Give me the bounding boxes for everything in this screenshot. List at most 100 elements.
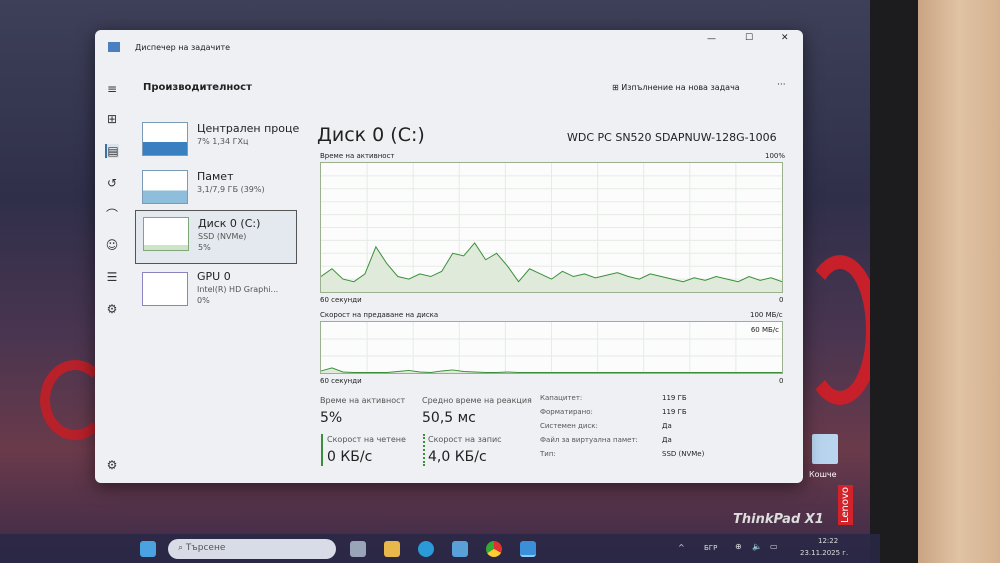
close-button[interactable]: ✕ (781, 33, 789, 43)
active-time-label: Време на активност (320, 396, 406, 405)
task-manager-taskbar-icon[interactable] (520, 541, 536, 557)
battery-icon[interactable]: ▭ (770, 542, 778, 551)
run-task-icon: ⊞ (612, 83, 622, 92)
property-value: Да (662, 436, 672, 444)
menu-icon[interactable]: ≡ (106, 82, 118, 96)
activity-area (321, 242, 782, 292)
search-placeholder: Търсене (185, 543, 226, 553)
edge-icon[interactable] (418, 541, 434, 557)
device-name: Диск 0 (C:) (198, 217, 261, 230)
device-name: Централен проце (197, 122, 300, 135)
recycle-bin-icon[interactable] (812, 434, 838, 464)
property-label: Файл за виртуална памет: (540, 436, 638, 444)
transfer-graph-max: 100 МБ/с (750, 311, 783, 319)
read-speed-value: 0 КБ/с (327, 449, 373, 465)
device-cpu[interactable]: Централен проце 7% 1,34 ГХц (135, 116, 300, 170)
transfer-graph: 60 МБ/с (320, 321, 783, 374)
more-options-button[interactable]: ··· (777, 80, 786, 90)
transfer-xmin: 0 (779, 377, 784, 385)
settings-icon[interactable]: ⚙ (106, 458, 118, 472)
task-manager-window: Диспечер на задачите — ☐ ✕ Производителн… (95, 30, 803, 483)
active-time-value: 5% (320, 410, 343, 426)
clock-time[interactable]: 12:22 (818, 537, 839, 545)
memory-thumbnail (142, 170, 188, 204)
network-icon[interactable]: ⊕ (735, 542, 742, 551)
search-icon: ⌕ (178, 543, 186, 553)
users-icon[interactable]: ☺ (105, 238, 119, 252)
device-memory[interactable]: Памет 3,1/7,9 ГБ (39%) (135, 164, 297, 218)
device-sub: Intel(R) HD Graphi... (197, 285, 279, 294)
task-view-icon[interactable] (350, 541, 366, 557)
wallpaper-swirl (800, 255, 880, 405)
lenovo-logo: Lenovo (838, 484, 853, 525)
write-legend-line (423, 434, 425, 466)
property-label: Форматирано: (540, 408, 593, 416)
property-value: 119 ГБ (662, 408, 687, 416)
processes-icon[interactable]: ⊞ (106, 112, 118, 126)
minimize-button[interactable]: — (707, 34, 716, 44)
property-label: Капацитет: (540, 394, 583, 402)
device-name: Памет (197, 170, 234, 183)
startup-icon[interactable]: ⌒ (105, 208, 118, 222)
device-name: GPU 0 (197, 270, 231, 283)
device-gpu[interactable]: GPU 0 Intel(R) HD Graphi... 0% (135, 266, 297, 320)
activity-graph (320, 162, 783, 293)
recycle-bin-label: Кошче (809, 470, 837, 479)
thinkpad-logo: ThinkPad X1 (733, 512, 824, 527)
device-usage: 0% (197, 296, 210, 305)
transfer-xlabel: 60 секунди (320, 377, 362, 385)
property-value: Да (662, 422, 672, 430)
laptop-bezel (870, 0, 920, 563)
tray-chevron-icon[interactable]: ^ (678, 543, 685, 552)
wallpaper-swirl (40, 360, 110, 440)
property-label: Тип: (540, 450, 556, 458)
property-value: SSD (NVMe) (662, 450, 705, 458)
response-time-value: 50,5 мс (422, 410, 476, 426)
details-icon[interactable]: ☰ (106, 270, 118, 284)
file-explorer-icon[interactable] (384, 541, 400, 557)
services-icon[interactable]: ⚙ (106, 302, 118, 316)
performance-icon[interactable]: ▤ (105, 144, 119, 158)
transfer-graph-label: Скорост на предаване на диска (320, 311, 439, 319)
gpu-thumbnail (142, 272, 188, 306)
run-task-label: Изпълнение на нова задача (621, 83, 740, 92)
activity-xlabel: 60 секунди (320, 296, 362, 304)
cpu-thumbnail (142, 122, 188, 156)
language-indicator[interactable]: БГР (704, 544, 718, 552)
store-icon[interactable] (452, 541, 468, 557)
run-new-task-button[interactable]: ⊞ Изпълнение на нова задача (612, 83, 740, 92)
device-sub: SSD (NVMe) (198, 232, 247, 241)
disk-title: Диск 0 (C:) (317, 124, 425, 146)
start-icon[interactable] (140, 541, 156, 557)
clock-date[interactable]: 23.11.2025 г. (800, 549, 849, 557)
property-value: 119 ГБ (662, 394, 687, 402)
maximize-button[interactable]: ☐ (745, 33, 754, 43)
transfer-line (321, 367, 782, 373)
transfer-graph-mid: 60 МБ/с (750, 326, 779, 334)
property-label: Системен диск: (540, 422, 598, 430)
app-icon (108, 42, 120, 52)
desk-surface (918, 0, 1000, 563)
page-title: Производителност (143, 82, 252, 93)
history-icon[interactable]: ↺ (106, 176, 118, 190)
write-speed-value: 4,0 КБ/с (428, 449, 487, 465)
disk-model: WDC PC SN520 SDAPNUW-128G-1006 (567, 131, 777, 144)
search-box[interactable]: ⌕ Търсене (168, 539, 336, 559)
activity-line (321, 242, 782, 283)
device-sub: 7% 1,34 ГХц (197, 137, 249, 146)
disk-thumbnail (143, 217, 189, 251)
read-legend-line (321, 434, 323, 466)
read-speed-label: Скорост на четене (327, 435, 406, 444)
device-sub: 3,1/7,9 ГБ (39%) (197, 185, 265, 194)
device-disk-selected[interactable]: Диск 0 (C:) SSD (NVMe) 5% (135, 210, 297, 264)
chrome-icon[interactable] (486, 541, 502, 557)
activity-xmin: 0 (779, 296, 784, 304)
device-usage: 5% (198, 243, 211, 252)
taskbar: ⌕ Търсене ^ БГР ⊕ 🔈 ▭ 12:22 23.11.2025 г… (0, 534, 880, 563)
write-speed-label: Скорост на запис (428, 435, 502, 444)
activity-graph-label: Време на активност (320, 152, 395, 160)
response-time-label: Средно време на реакция (422, 396, 532, 405)
volume-icon[interactable]: 🔈 (752, 542, 762, 551)
activity-graph-max: 100% (765, 152, 786, 160)
window-title: Диспечер на задачите (135, 43, 231, 52)
